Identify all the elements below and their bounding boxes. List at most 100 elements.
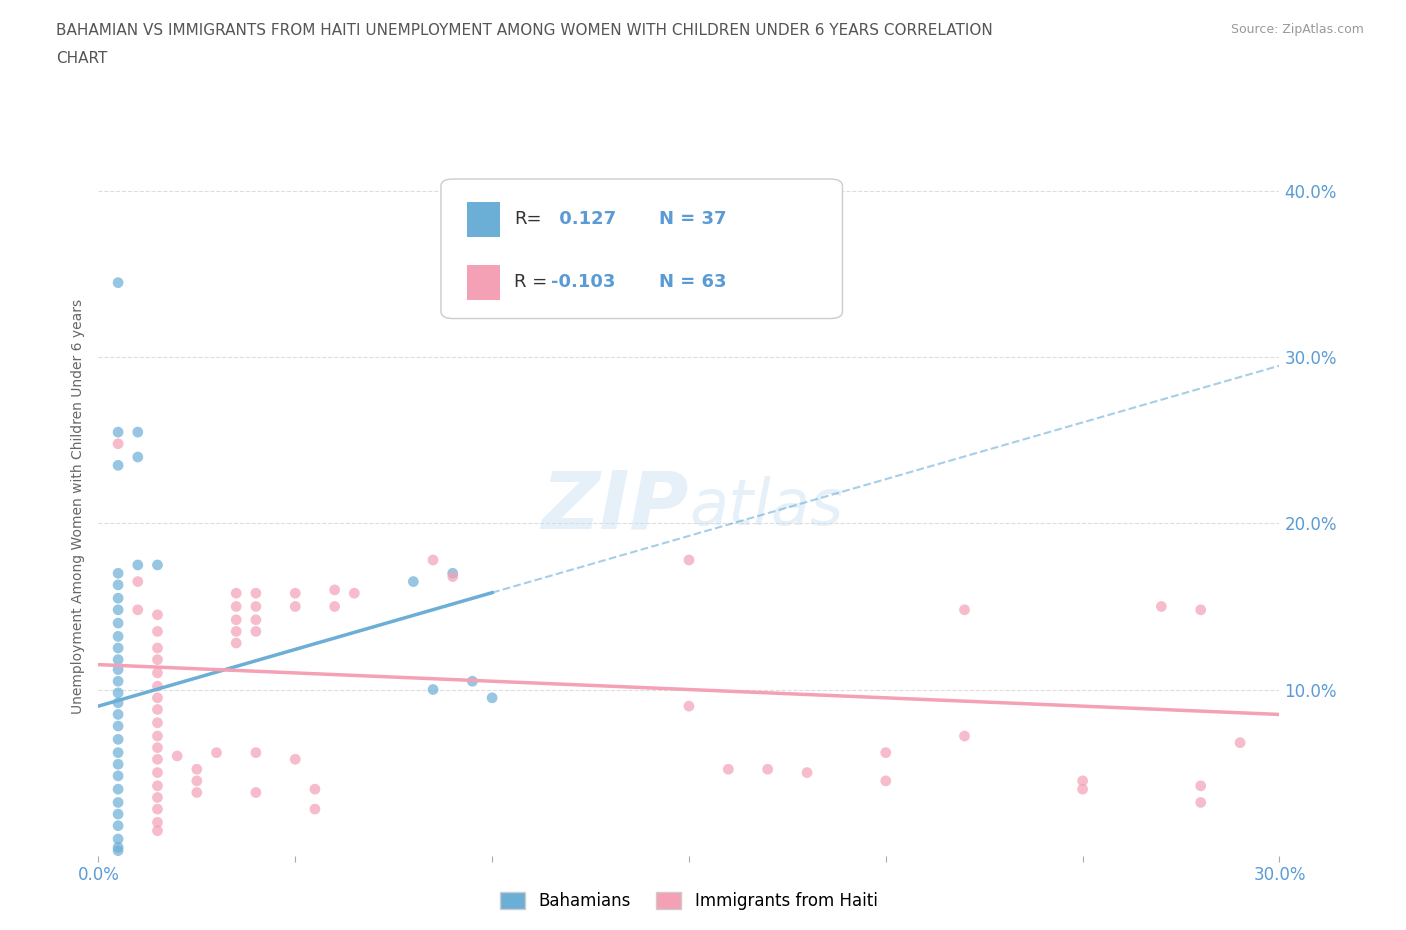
Text: N = 37: N = 37: [659, 210, 727, 229]
Point: [796, 765, 818, 780]
Point: [186, 785, 208, 800]
Text: -0.103: -0.103: [551, 273, 616, 291]
Point: [107, 795, 129, 810]
Point: [146, 728, 169, 743]
Point: [107, 732, 129, 747]
Point: [205, 745, 228, 760]
Point: [186, 762, 208, 777]
Point: [1189, 603, 1212, 618]
Point: [107, 685, 129, 700]
Point: [422, 552, 444, 567]
Point: [304, 802, 326, 817]
Point: [1229, 736, 1251, 751]
Point: [225, 586, 247, 601]
Point: [107, 768, 129, 783]
Point: [107, 673, 129, 688]
Point: [146, 679, 169, 694]
Point: [107, 629, 129, 644]
FancyBboxPatch shape: [441, 179, 842, 319]
Point: [146, 702, 169, 717]
Point: [225, 635, 247, 650]
Point: [441, 565, 464, 580]
Point: [1071, 782, 1094, 797]
Point: [146, 778, 169, 793]
Point: [107, 578, 129, 592]
Point: [107, 425, 129, 440]
Point: [127, 558, 149, 573]
Point: [1150, 599, 1173, 614]
Point: [107, 696, 129, 711]
Point: [146, 666, 169, 681]
Point: [225, 612, 247, 627]
Point: [245, 612, 267, 627]
Point: [284, 599, 307, 614]
Point: [146, 765, 169, 780]
Point: [107, 662, 129, 677]
FancyBboxPatch shape: [467, 265, 501, 299]
Point: [127, 574, 149, 589]
Point: [146, 815, 169, 830]
Text: R =: R =: [515, 273, 547, 291]
Point: [127, 449, 149, 464]
Point: [875, 774, 897, 789]
Text: CHART: CHART: [56, 51, 108, 66]
Point: [756, 762, 779, 777]
Point: [1189, 778, 1212, 793]
Point: [107, 840, 129, 855]
Point: [146, 740, 169, 755]
Text: BAHAMIAN VS IMMIGRANTS FROM HAITI UNEMPLOYMENT AMONG WOMEN WITH CHILDREN UNDER 6: BAHAMIAN VS IMMIGRANTS FROM HAITI UNEMPL…: [56, 23, 993, 38]
Point: [107, 707, 129, 722]
Y-axis label: Unemployment Among Women with Children Under 6 years: Unemployment Among Women with Children U…: [72, 299, 86, 714]
Point: [146, 641, 169, 656]
Point: [678, 698, 700, 713]
Point: [422, 682, 444, 697]
Point: [461, 673, 484, 688]
Point: [953, 728, 976, 743]
Point: [107, 275, 129, 290]
Point: [146, 607, 169, 622]
Point: [127, 425, 149, 440]
Text: R=: R=: [515, 210, 541, 229]
Point: [146, 652, 169, 667]
Point: [107, 652, 129, 667]
Point: [146, 751, 169, 766]
Point: [146, 802, 169, 817]
Point: [107, 603, 129, 618]
Point: [107, 806, 129, 821]
Point: [284, 751, 307, 766]
Point: [107, 844, 129, 858]
Point: [146, 558, 169, 573]
Point: [481, 690, 503, 705]
Point: [343, 586, 366, 601]
Point: [146, 823, 169, 838]
Point: [717, 762, 740, 777]
Point: [107, 616, 129, 631]
Point: [225, 599, 247, 614]
Point: [1189, 795, 1212, 810]
Point: [441, 569, 464, 584]
Point: [186, 774, 208, 789]
Text: Source: ZipAtlas.com: Source: ZipAtlas.com: [1230, 23, 1364, 36]
Point: [245, 586, 267, 601]
Point: [1071, 774, 1094, 789]
Point: [166, 749, 188, 764]
Point: [245, 599, 267, 614]
Point: [225, 624, 247, 639]
Point: [107, 757, 129, 772]
Point: [146, 690, 169, 705]
Point: [107, 818, 129, 833]
Text: 0.127: 0.127: [553, 210, 616, 229]
Point: [107, 458, 129, 472]
Text: ZIP: ZIP: [541, 468, 689, 546]
Point: [245, 785, 267, 800]
Point: [107, 782, 129, 797]
Point: [146, 715, 169, 730]
Point: [127, 603, 149, 618]
Point: [107, 745, 129, 760]
Point: [323, 599, 346, 614]
Point: [107, 436, 129, 451]
Point: [107, 641, 129, 656]
Point: [402, 574, 425, 589]
Point: [107, 565, 129, 580]
Point: [284, 586, 307, 601]
